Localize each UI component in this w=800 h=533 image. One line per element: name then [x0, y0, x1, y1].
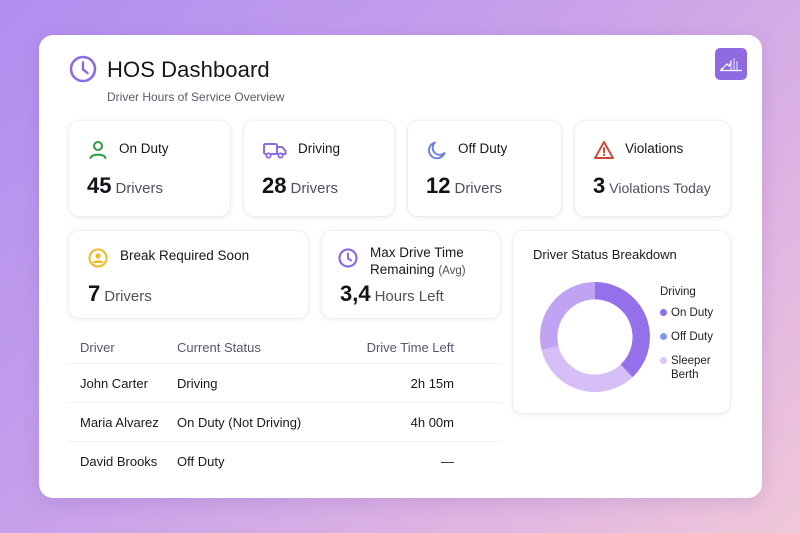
legend-dot-icon: [660, 333, 667, 340]
table-row[interactable]: John Carter Driving 2h 15m: [68, 364, 502, 403]
driver-status: On Duty (Not Driving): [177, 415, 302, 430]
legend-dot-icon: [660, 309, 667, 316]
truck-icon: [263, 143, 287, 159]
off-duty-card[interactable]: Off Duty 12 Drivers: [408, 121, 561, 216]
truck-logo-icon: [720, 58, 742, 72]
on-duty-value: 45 Drivers: [87, 173, 163, 198]
legend-dot-icon: [660, 357, 667, 364]
table-header-row: Driver Current Status Drive Time Left: [68, 328, 502, 364]
driver-name: David Brooks: [80, 454, 158, 469]
legend-item-off-duty: Off Duty: [660, 330, 715, 344]
break-required-value: 7 Drivers: [88, 281, 152, 306]
column-header-status[interactable]: Current Status: [177, 340, 261, 355]
max-drive-time-value: 3,4 Hours Left: [340, 281, 444, 306]
legend-item-on-duty: On Duty: [660, 306, 715, 320]
on-duty-card[interactable]: On Duty 45 Drivers: [69, 121, 230, 216]
table-row[interactable]: David Brooks Off Duty —: [68, 442, 502, 481]
break-required-label: Break Required Soon: [120, 248, 250, 263]
app-logo-button[interactable]: [715, 48, 747, 80]
clock-icon: [338, 248, 358, 268]
segment-sleeper-berth: [541, 346, 633, 392]
segment-off-duty: [539, 282, 595, 351]
chart-title: Driver Status Breakdown: [533, 247, 677, 262]
driver-name: Maria Alvarez: [80, 415, 159, 430]
page-title: HOS Dashboard: [107, 57, 270, 82]
column-header-driver[interactable]: Driver: [80, 340, 115, 355]
drive-time-left: 2h 15m: [410, 376, 454, 391]
driver-name: John Carter: [80, 376, 148, 391]
legend-item-sleeper-berth: Sleeper Berth: [660, 354, 715, 382]
dashboard-panel: HOS Dashboard Driver Hours of Service Ov…: [39, 35, 762, 498]
max-drive-time-label: Max Drive Time Remaining (Avg): [370, 245, 466, 277]
max-drive-time-card[interactable]: Max Drive Time Remaining (Avg) 3,4 Hours …: [322, 231, 500, 318]
chart-legend: Driving On Duty Off Duty Sleeper Berth: [660, 286, 715, 392]
moon-icon: [428, 141, 446, 160]
driver-status: Driving: [177, 376, 218, 391]
clock-icon: [69, 55, 97, 83]
legend-header: Driving: [660, 286, 696, 298]
driving-label: Driving: [298, 141, 341, 156]
drive-time-left: 4h 00m: [410, 415, 454, 430]
person-icon: [89, 141, 107, 159]
table-row[interactable]: Maria Alvarez On Duty (Not Driving) 4h 0…: [68, 403, 502, 442]
off-duty-value: 12 Drivers: [426, 173, 502, 198]
driving-value: 28 Drivers: [262, 173, 338, 198]
driver-status: Off Duty: [177, 454, 225, 469]
user-circle-icon: [88, 248, 108, 268]
violations-value: 3 Violations Today: [593, 173, 711, 198]
column-header-drive-time[interactable]: Drive Time Left: [366, 340, 454, 355]
drive-time-left: —: [441, 454, 454, 469]
on-duty-label: On Duty: [119, 141, 169, 156]
warning-icon: [594, 141, 614, 159]
donut-chart: [539, 282, 650, 392]
page-subtitle: Driver Hours of Service Overview: [107, 90, 285, 104]
off-duty-label: Off Duty: [458, 141, 508, 156]
violations-card[interactable]: Violations 3 Violations Today: [575, 121, 730, 216]
driver-status-breakdown-card: Driver Status Breakdown Driving On Duty …: [513, 231, 730, 413]
driver-table: Driver Current Status Drive Time Left Jo…: [68, 328, 502, 481]
driving-card[interactable]: Driving 28 Drivers: [244, 121, 394, 216]
violations-label: Violations: [625, 141, 684, 156]
break-required-card[interactable]: Break Required Soon 7 Drivers: [69, 231, 308, 318]
segment-driving: [595, 282, 650, 378]
